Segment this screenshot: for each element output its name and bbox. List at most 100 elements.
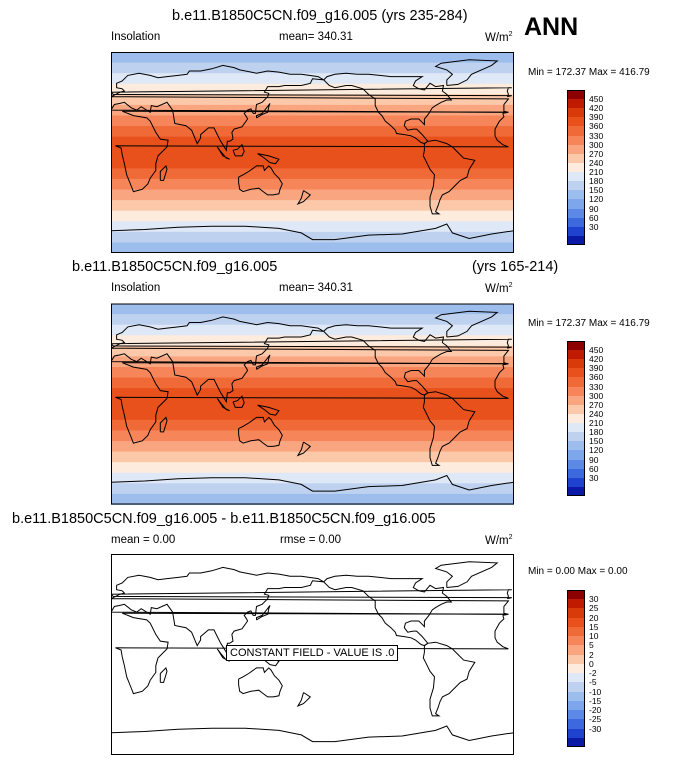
colorbar-swatch <box>567 235 585 246</box>
colorbar-label: 90 <box>589 454 599 465</box>
colorbar-swatch <box>567 636 585 646</box>
colorbar-swatch <box>567 728 585 739</box>
panel1-colorbar: 450 420 390 360 330 300 270 240 210 180 150 120 90 60… <box>567 90 615 246</box>
lat-band <box>111 430 514 442</box>
map-frame <box>111 303 514 505</box>
lat-band <box>111 335 514 347</box>
colorbar-label: 60 <box>589 212 599 223</box>
lat-band <box>111 398 514 410</box>
lat-band <box>111 231 514 244</box>
panel3-units-label: W/m2 <box>485 534 513 547</box>
colorbar-label: 120 <box>589 445 604 456</box>
panel2-units-label: W/m2 <box>485 282 513 295</box>
lat-band <box>111 136 514 148</box>
lat-band <box>111 483 514 495</box>
colorbar-swatch <box>567 432 585 442</box>
coastline-9 <box>257 404 280 416</box>
colorbar-label: 25 <box>589 603 599 614</box>
lat-band <box>111 377 514 389</box>
colorbar-label: 20 <box>589 612 599 623</box>
coastline-2 <box>323 574 453 647</box>
colorbar-swatch <box>567 654 585 665</box>
colorbar-label: 15 <box>589 621 599 632</box>
colorbar-label: 420 <box>589 103 604 114</box>
colorbar-swatch <box>567 626 585 637</box>
colorbar-swatch <box>567 682 585 693</box>
lat-band <box>111 189 514 201</box>
coastline-1 <box>111 566 510 654</box>
lat-band <box>111 451 514 463</box>
coastline-10 <box>256 354 271 370</box>
colorbar-swatch <box>567 599 585 609</box>
colorbar-swatch <box>567 162 585 173</box>
coastline-2 <box>323 324 453 396</box>
colorbar-swatch <box>567 450 585 461</box>
coastline-11 <box>111 589 512 600</box>
lat-band <box>111 472 514 484</box>
lat-band <box>111 157 514 169</box>
coastline-4 <box>238 416 283 447</box>
colorbar-label: -15 <box>589 695 602 706</box>
panel2-map <box>111 303 514 505</box>
coastline-7 <box>232 395 245 408</box>
coastline-10 <box>256 605 271 621</box>
panel2-mean-label: mean= 340.31 <box>279 282 353 294</box>
colorbar-swatch <box>567 226 585 237</box>
lat-band <box>111 210 514 222</box>
coastline-8 <box>216 146 230 160</box>
colorbar-swatch <box>567 135 585 146</box>
coastline-12 <box>159 666 168 683</box>
colorbar-label: 330 <box>589 381 604 392</box>
coastline-3 <box>422 139 476 215</box>
lat-band <box>111 83 514 95</box>
panel2-colorbar: 450 420 390 360 330 300 270 240 210 180 150 120 90 60… <box>567 341 615 497</box>
lat-band <box>111 115 514 127</box>
colorbar-swatch <box>567 441 585 451</box>
coastline-8 <box>216 398 230 412</box>
colorbar-swatch <box>567 700 585 711</box>
coastline-12 <box>159 164 168 181</box>
coastline-13 <box>296 692 312 707</box>
panel1-minmax: Min = 172.37 Max = 416.79 <box>528 67 650 78</box>
coastline-0 <box>115 362 509 444</box>
coastline-2 <box>323 72 453 145</box>
coastline-6 <box>111 725 514 743</box>
colorbar-swatch <box>567 90 585 100</box>
lat-band <box>111 345 514 357</box>
colorbar-label: -25 <box>589 714 602 725</box>
colorbar-label: 300 <box>589 390 604 401</box>
colorbar-label: 390 <box>589 363 604 374</box>
panel2-variable-label: Insolation <box>111 282 161 294</box>
coastline-9 <box>257 153 280 165</box>
colorbar-label: -5 <box>589 677 597 688</box>
lat-band <box>111 94 514 106</box>
colorbar-swatch <box>567 423 585 433</box>
colorbar-label: 150 <box>589 436 604 447</box>
colorbar-label: 450 <box>589 345 604 356</box>
colorbar-label: 300 <box>589 139 604 150</box>
colorbar-swatch <box>567 404 585 415</box>
colorbar-swatch <box>567 719 585 730</box>
colorbar-label: 360 <box>589 372 604 383</box>
map-frame <box>111 52 514 253</box>
coastline-3 <box>422 391 476 466</box>
colorbar-swatch <box>567 645 585 656</box>
lat-band <box>111 242 514 253</box>
colorbar-label: 30 <box>589 594 599 605</box>
lat-band <box>111 200 514 212</box>
colorbar-swatch <box>567 199 585 210</box>
lat-band <box>111 168 514 180</box>
coastline-0 <box>115 110 509 193</box>
colorbar-swatch <box>567 117 585 127</box>
coastline-13 <box>296 441 312 457</box>
panel1-title: b.e11.B1850C5CN.f09_g16.005 (yrs 235-284… <box>172 8 468 24</box>
panel2-years: (yrs 165-214) <box>472 259 559 275</box>
colorbar-swatch <box>567 208 585 219</box>
coastline-11 <box>111 87 512 98</box>
panel3-mean-label: mean = 0.00 <box>111 534 176 546</box>
coastline-5 <box>434 59 499 86</box>
colorbar-label: 90 <box>589 203 599 214</box>
coastline-12 <box>159 416 168 433</box>
colorbar-label: 150 <box>589 185 604 196</box>
colorbar-swatch <box>567 590 585 600</box>
